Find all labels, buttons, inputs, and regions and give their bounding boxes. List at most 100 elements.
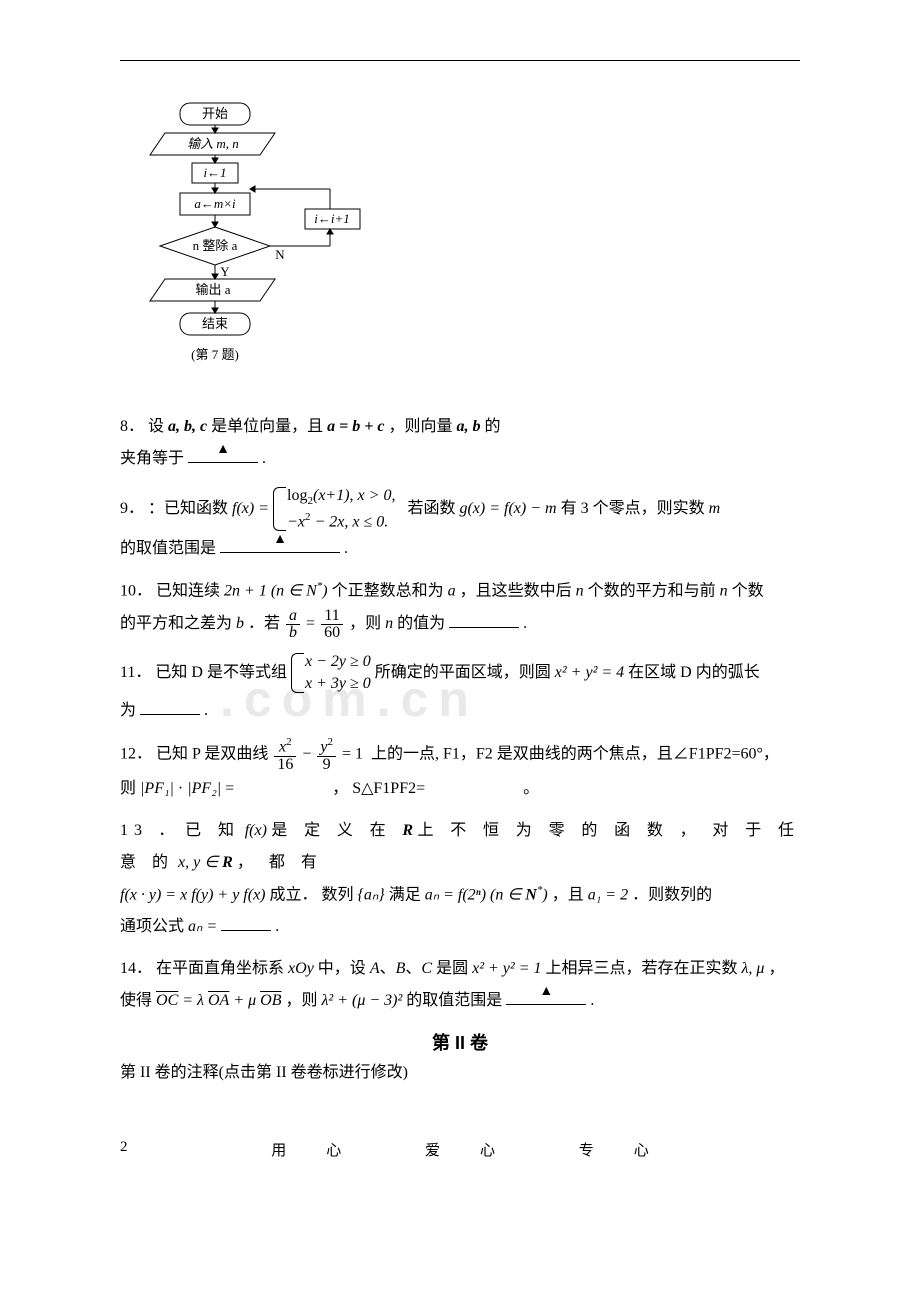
- q11-num: 11．: [120, 664, 151, 681]
- q9-c: 有 3 个零点，则实数: [561, 500, 705, 517]
- q14-oc: OC: [156, 992, 178, 1009]
- q11-b: 所确定的平面区域，则圆: [375, 664, 551, 681]
- flow-output: 输出 a: [195, 282, 230, 297]
- q9-gx: g(x) = f(x) − m: [459, 500, 556, 517]
- q11-l2: 为: [120, 702, 136, 719]
- q14-plus: + μ: [233, 992, 256, 1009]
- q14-B: B: [396, 960, 406, 977]
- top-rule: [120, 60, 800, 61]
- q9-num: 9．: [120, 500, 144, 517]
- q14-oa: OA: [208, 992, 229, 1009]
- q12-eqb: =: [225, 780, 234, 797]
- q9-p2b: − 2x, x ≤ 0.: [310, 513, 388, 530]
- q12-h2d: 9: [317, 757, 336, 773]
- q10-f2n: 11: [321, 608, 343, 625]
- q13-an: aₙ = f(2ⁿ): [425, 886, 486, 903]
- q13-seq: {aₙ}: [358, 886, 385, 903]
- q10-l2a: 的平方和之差为: [120, 615, 232, 632]
- q11-c: 在区域 D 内的弧长: [628, 664, 760, 681]
- q10-n3: n: [385, 615, 393, 632]
- q13-a1: a₁ = 2: [588, 886, 628, 903]
- q13-p2: ): [542, 886, 547, 903]
- q14-circ: x² + y² = 1: [472, 960, 541, 977]
- q12-comma: ，: [332, 780, 348, 797]
- q12-b: 上的一点, F1，F2 是双曲线的两个焦点，且∠F1PF2=60°，: [371, 746, 779, 763]
- q8-vec2: a, b: [457, 418, 481, 435]
- q13-R2: R: [222, 854, 233, 871]
- q9-p1b: (x+1), x > 0,: [313, 487, 395, 504]
- q8-vec: a, b, c: [168, 418, 207, 435]
- flow-inc: i←i+1: [314, 211, 350, 226]
- q14-xoy: xOy: [288, 960, 314, 977]
- q13-fx: f(x): [245, 822, 267, 839]
- q13-l2b: 满足: [389, 886, 421, 903]
- q12-blank1: [238, 777, 328, 793]
- q14-blank: [506, 989, 586, 1005]
- section-2-note: 第 II 卷的注释(点击第 II 卷卷标进行修改): [120, 1057, 800, 1089]
- q13-d: ， 都 有: [237, 854, 323, 871]
- q13-R: R: [402, 822, 413, 839]
- q13-N: N: [525, 886, 537, 903]
- q8-c: ，则向量: [389, 418, 453, 435]
- q14-ob: OB: [260, 992, 281, 1009]
- flow-decision: n 整除 a: [193, 238, 238, 253]
- q10-a: 已知连续: [156, 583, 220, 600]
- q12-l2a: 则: [120, 780, 136, 797]
- q10-e1: 2n + 1 (n ∈ N: [224, 583, 317, 600]
- q12-blank2: [429, 777, 519, 793]
- q13-anlhs: aₙ =: [188, 918, 217, 935]
- question-9: 9． ：已知函数 f(x) = log2(x+1), x > 0, −x2 − …: [120, 485, 800, 565]
- flow-yes: Y: [220, 264, 230, 279]
- q9-p2a: −x: [287, 513, 305, 530]
- q9-blank: [220, 537, 340, 553]
- q14-lm: λ, μ: [742, 960, 765, 977]
- question-10: 10． 已知连续 2n + 1 (n ∈ N*) 个正整数总和为 a ，且这些数…: [120, 575, 800, 640]
- q10-eq: =: [306, 615, 319, 632]
- flowchart-svg: 开始 输入 m, n i←1 a←m×i: [130, 101, 390, 401]
- q8-line2: 夹角等于: [120, 450, 184, 467]
- q14-expr: λ² + (μ − 3)²: [321, 992, 402, 1009]
- q12-h1: x216: [274, 737, 296, 772]
- question-13: 13 ． 已 知 f(x) 是 定 义 在 R 上 不 恒 为 零 的 函 数 …: [120, 815, 800, 943]
- q13-num: 13 ．: [120, 822, 181, 839]
- q14-d: 上相异三点，若存在正实数: [545, 960, 737, 977]
- q13-suffix: .: [275, 918, 279, 935]
- q11-sys: x − 2y ≥ 0 x + 3y ≥ 0: [291, 651, 371, 696]
- q12-dot: ·: [178, 780, 187, 797]
- q13-l2c: ，且: [552, 886, 584, 903]
- footer-motto: 用心 爱心 专心: [160, 1139, 800, 1160]
- q12-s: S△F1PF2=: [352, 780, 425, 797]
- q10-l2d: 的值为: [397, 615, 445, 632]
- section-2-title: 第 II 卷: [120, 1029, 800, 1055]
- flow-end: 结束: [202, 316, 228, 331]
- q12-pf1: |PF₁|: [140, 780, 174, 797]
- q10-num: 10．: [120, 583, 152, 600]
- q8-d: 的: [485, 418, 501, 435]
- question-12: 12． 已知 P 是双曲线 x216 − y29 = 1 上的一点, F1，F2…: [120, 737, 800, 804]
- q12-suffix: 。: [523, 780, 539, 797]
- q10-l2b: ．若: [248, 615, 280, 632]
- q12-a: 已知 P 是双曲线: [156, 746, 268, 763]
- q8-eq: a = b + c: [327, 418, 384, 435]
- q8-blank: [188, 447, 258, 463]
- q9-b: 若函数: [407, 500, 455, 517]
- q10-f1d: b: [286, 625, 300, 641]
- content: 开始 输入 m, n i←1 a←m×i: [120, 101, 800, 1160]
- q13-xy: x, y ∈: [178, 854, 222, 871]
- q14-eq: = λ: [182, 992, 204, 1009]
- q10-n: n: [576, 583, 584, 600]
- question-8: 8． 设 a, b, c 是单位向量，且 a = b + c ，则向量 a, b…: [120, 411, 800, 475]
- q14-a: 在平面直角坐标系: [156, 960, 284, 977]
- q13-l2a: 成立． 数列: [270, 886, 354, 903]
- q10-f2d: 60: [321, 625, 343, 641]
- q9-line2: 的取值范围是: [120, 540, 216, 557]
- flow-caption: (第 7 题): [191, 347, 239, 362]
- q10-n2: n: [720, 583, 728, 600]
- q12-eq1: = 1: [342, 746, 363, 763]
- q9-m: m: [709, 500, 721, 517]
- q10-frac1: ab: [286, 608, 300, 641]
- flow-start: 开始: [202, 106, 228, 121]
- q8-num: 8．: [120, 418, 144, 435]
- q11-a: 已知 D 是不等式组: [155, 664, 287, 681]
- q14-c: 是圆: [436, 960, 468, 977]
